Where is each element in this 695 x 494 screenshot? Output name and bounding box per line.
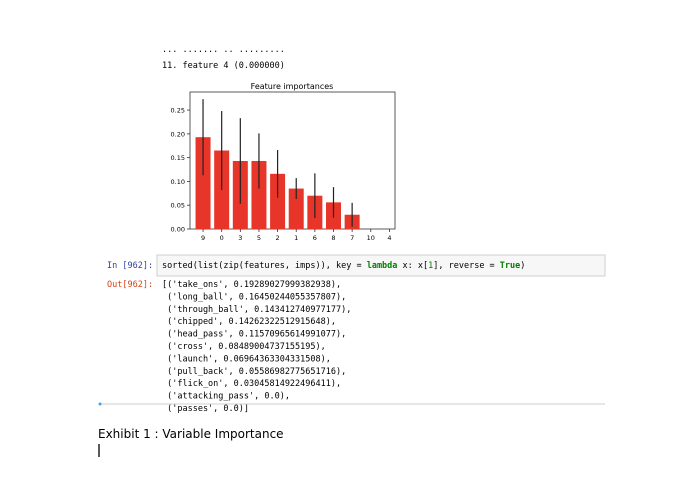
output-line: ('pull_back', 0.05586982775651716), <box>162 367 346 377</box>
cut-line: ... ....... .. ......... <box>162 45 285 55</box>
cursor-dot <box>98 402 102 406</box>
y-tick-label: 0.15 <box>171 154 185 162</box>
y-tick-label: 0.20 <box>171 130 185 138</box>
output-line: ('cross', 0.08489004737155195), <box>162 342 326 352</box>
x-tick-label: 1 <box>294 234 298 242</box>
output-line: ('head_pass', 0.11570965614991077), <box>162 330 346 340</box>
chart: 0.00 0.05 0.10 0.15 0.20 0.25 9 0 3 5 2 1 6 8 7 10 4 <box>171 99 391 242</box>
x-tick-label: 2 <box>276 234 280 242</box>
output-line: ('chipped', 0.14262322512915648), <box>162 317 336 327</box>
bar <box>251 160 267 229</box>
output-line: [('take_ons', 0.19289027999382938), <box>162 280 341 290</box>
x-tick-label: 6 <box>313 234 317 242</box>
x-tick-label: 9 <box>201 234 205 242</box>
input-cell[interactable] <box>156 254 606 277</box>
code-token: x: x[ <box>397 261 428 271</box>
x-tick-label: 3 <box>238 234 242 242</box>
x-tick-label: 5 <box>257 234 261 242</box>
output-line: ('launch', 0.06964363304331508), <box>162 354 331 364</box>
y-tick-label: 0.10 <box>171 178 185 186</box>
output: [('take_ons', 0.19289027999382938), ('lo… <box>162 280 351 414</box>
x-tick-label: 8 <box>331 234 335 242</box>
output-line: ('passes', 0.0)] <box>162 404 249 414</box>
output-line: ('long_ball', 0.16450244055357807), <box>162 292 346 302</box>
output-line: ('through_ball', 0.143412740977177), <box>162 305 351 315</box>
code-token: 1 <box>428 261 433 271</box>
code-token: sorted(list(zip(features, imps)), key = <box>162 261 367 271</box>
out-prompt: Out[962]: <box>107 280 153 290</box>
output-line: ('flick_on', 0.03045814922496411), <box>162 379 341 389</box>
bar <box>288 188 304 229</box>
code-token: True <box>500 261 520 271</box>
y-tick-label: 0.25 <box>171 107 185 115</box>
x-tick-label: 7 <box>350 234 354 242</box>
caption: Exhibit 1 : Variable Importance <box>98 427 284 441</box>
code-token: ], reverse = <box>433 261 500 271</box>
chart-title: Feature importances <box>251 82 334 91</box>
code-line: sorted(list(zip(features, imps)), key = … <box>162 261 525 271</box>
code-token: ) <box>520 261 525 271</box>
x-tick-label: 0 <box>220 234 224 242</box>
output-line: ('attacking_pass', 0.0), <box>162 392 290 402</box>
header-text: 11. feature 4 (0.000000) <box>162 61 285 71</box>
bar <box>195 137 211 229</box>
x-tick-label: 10 <box>367 234 375 242</box>
y-tick-label: 0.05 <box>171 202 185 210</box>
in-prompt: In [962]: <box>107 261 153 271</box>
code-token: lambda <box>367 261 398 271</box>
bar <box>270 173 286 229</box>
y-tick-label: 0.00 <box>171 226 185 234</box>
x-tick-label: 4 <box>387 234 391 242</box>
